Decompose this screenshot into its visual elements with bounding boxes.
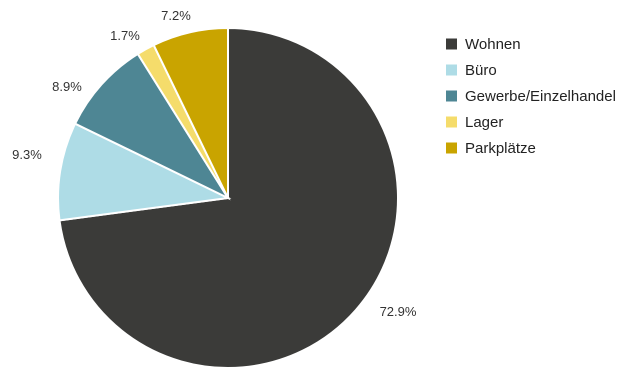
slice-label-4: 7.2%	[161, 8, 191, 23]
slice-label-0: 72.9%	[380, 304, 417, 319]
pie-slices	[57, 26, 399, 368]
legend-item: Parkplätze	[446, 140, 536, 157]
legend-item: Wohnen	[446, 36, 521, 53]
slice-label-1: 9.3%	[12, 147, 42, 162]
slice-label-3: 1.7%	[110, 28, 140, 43]
legend-label: Gewerbe/Einzelhandel	[465, 88, 616, 105]
slice-label-2: 8.9%	[52, 79, 82, 94]
legend-item: Büro	[446, 62, 497, 79]
pie-slice-gewerbe-einzelhandel	[73, 52, 231, 201]
pie-slice-b-ro	[57, 122, 232, 222]
legend-label: Wohnen	[465, 36, 521, 53]
legend-label: Parkplätze	[465, 140, 536, 157]
legend-item: Lager	[446, 114, 503, 131]
legend-label: Büro	[465, 62, 497, 79]
slice-labels: 72.9% 9.3% 8.9% 1.7% 7.2%	[12, 8, 417, 319]
legend-swatch	[446, 38, 457, 50]
legend-item: Gewerbe/Einzelhandel	[446, 88, 616, 105]
legend-swatch	[446, 142, 457, 154]
legend-label: Lager	[465, 114, 503, 131]
pie-slice-parkpl-tze	[152, 26, 229, 199]
legend-swatch	[446, 116, 457, 128]
legend: Wohnen Büro Gewerbe/Einzelhandel Lager Parkp…	[446, 36, 616, 157]
legend-swatch	[446, 90, 457, 102]
legend-swatch	[446, 64, 457, 76]
